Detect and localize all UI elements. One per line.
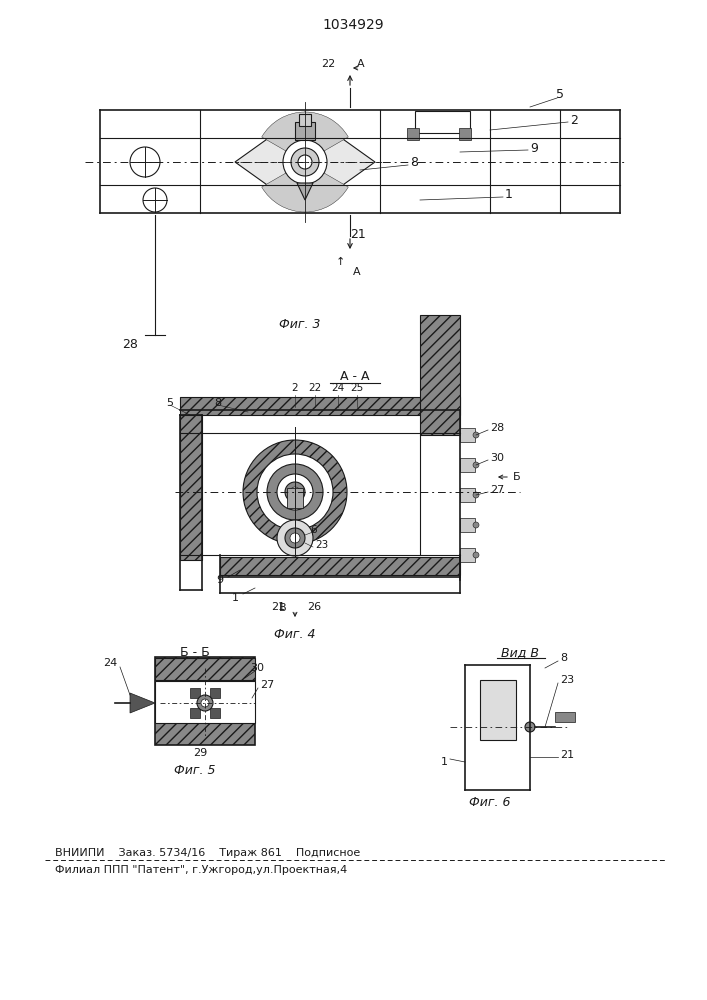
Text: 8: 8 [560, 653, 567, 663]
Text: 26: 26 [307, 602, 321, 612]
Bar [460, 488, 475, 502]
Text: 21: 21 [350, 229, 366, 241]
Bar [415, 111, 470, 133]
Bar [460, 428, 475, 442]
Bar [210, 688, 220, 698]
Polygon shape [297, 183, 313, 200]
Text: Фиг. 3: Фиг. 3 [279, 318, 321, 332]
Circle shape [525, 722, 535, 732]
Text: 5: 5 [556, 89, 564, 102]
Circle shape [257, 454, 333, 530]
Text: 23: 23 [315, 540, 328, 550]
Bar [190, 688, 200, 698]
Text: 22: 22 [321, 59, 335, 69]
Text: 27: 27 [490, 485, 504, 495]
Text: Вид В: Вид В [501, 647, 539, 660]
Bar [460, 548, 475, 562]
Bar [295, 122, 315, 140]
Circle shape [473, 522, 479, 528]
Circle shape [473, 432, 479, 438]
Bar [460, 518, 475, 532]
Text: 8: 8 [410, 155, 418, 168]
Text: 5: 5 [167, 398, 173, 408]
Text: 28: 28 [490, 423, 504, 433]
Bar [287, 488, 303, 508]
Text: 23: 23 [560, 675, 574, 685]
Text: 8: 8 [214, 398, 221, 408]
Text: 24: 24 [103, 658, 117, 668]
Circle shape [197, 695, 213, 711]
Text: 27: 27 [260, 680, 274, 690]
Text: 9: 9 [216, 575, 223, 585]
Circle shape [243, 440, 347, 544]
Circle shape [473, 492, 479, 498]
Text: А: А [357, 59, 365, 69]
Circle shape [290, 533, 300, 543]
Bar [180, 415, 202, 560]
Bar [220, 557, 460, 575]
Circle shape [283, 140, 327, 184]
Wedge shape [262, 162, 349, 212]
Text: Б: Б [513, 472, 520, 482]
Circle shape [291, 148, 319, 176]
Text: 24: 24 [332, 383, 344, 393]
Text: 1: 1 [441, 757, 448, 767]
Text: 30: 30 [250, 663, 264, 673]
Bar [407, 128, 419, 140]
Bar [459, 128, 471, 140]
Circle shape [285, 528, 305, 548]
Circle shape [267, 464, 323, 520]
Polygon shape [235, 112, 375, 212]
Text: ВНИИПИ    Заказ. 5734/16    Тираж 861    Подписное: ВНИИПИ Заказ. 5734/16 Тираж 861 Подписно… [55, 848, 361, 858]
Circle shape [201, 699, 209, 707]
Text: 22: 22 [308, 383, 322, 393]
Text: 2: 2 [292, 383, 298, 393]
Text: 29: 29 [193, 748, 207, 758]
Text: 2: 2 [570, 113, 578, 126]
Text: 25: 25 [351, 383, 363, 393]
Text: Фиг. 6: Фиг. 6 [469, 796, 510, 810]
Text: Филиал ППП "Патент", г.Ужгород,ул.Проектная,4: Филиал ППП "Патент", г.Ужгород,ул.Проект… [55, 865, 347, 875]
Text: Фиг. 5: Фиг. 5 [174, 764, 216, 776]
Text: 6: 6 [310, 525, 317, 535]
Text: В: В [279, 603, 287, 613]
Bar [480, 680, 516, 740]
Bar [190, 708, 200, 718]
Text: 30: 30 [490, 453, 504, 463]
Circle shape [277, 474, 313, 510]
Text: 1: 1 [505, 188, 513, 202]
Text: А - А: А - А [340, 370, 370, 383]
Bar [299, 114, 311, 126]
Bar [210, 708, 220, 718]
Circle shape [277, 520, 313, 556]
Text: 28: 28 [122, 338, 138, 352]
Circle shape [473, 552, 479, 558]
Text: Фиг. 4: Фиг. 4 [274, 629, 316, 642]
Bar [155, 658, 255, 680]
Text: ↑: ↑ [335, 257, 345, 267]
Polygon shape [130, 693, 155, 713]
Wedge shape [262, 112, 349, 162]
Bar [460, 458, 475, 472]
Circle shape [290, 487, 300, 497]
Bar [555, 712, 575, 722]
Circle shape [285, 482, 305, 502]
Text: 1: 1 [231, 593, 238, 603]
Bar [155, 657, 255, 745]
Circle shape [298, 155, 312, 169]
Text: 21: 21 [560, 750, 574, 760]
Bar [180, 397, 460, 415]
Bar [155, 681, 255, 723]
Text: А: А [353, 267, 361, 277]
Text: 21: 21 [271, 602, 285, 612]
Text: Б - Б: Б - Б [180, 647, 210, 660]
Circle shape [473, 462, 479, 468]
Text: 9: 9 [530, 141, 538, 154]
Bar [420, 315, 460, 435]
Text: 1034929: 1034929 [322, 18, 384, 32]
